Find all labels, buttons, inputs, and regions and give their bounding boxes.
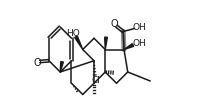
Polygon shape bbox=[74, 36, 82, 49]
Polygon shape bbox=[104, 37, 107, 49]
Text: Cl: Cl bbox=[91, 76, 100, 85]
Polygon shape bbox=[60, 62, 63, 72]
Text: HO: HO bbox=[66, 29, 80, 38]
Text: O: O bbox=[110, 19, 118, 29]
Polygon shape bbox=[123, 44, 133, 49]
Text: OH: OH bbox=[132, 39, 145, 48]
Text: O: O bbox=[33, 58, 41, 68]
Text: OH: OH bbox=[132, 23, 146, 32]
